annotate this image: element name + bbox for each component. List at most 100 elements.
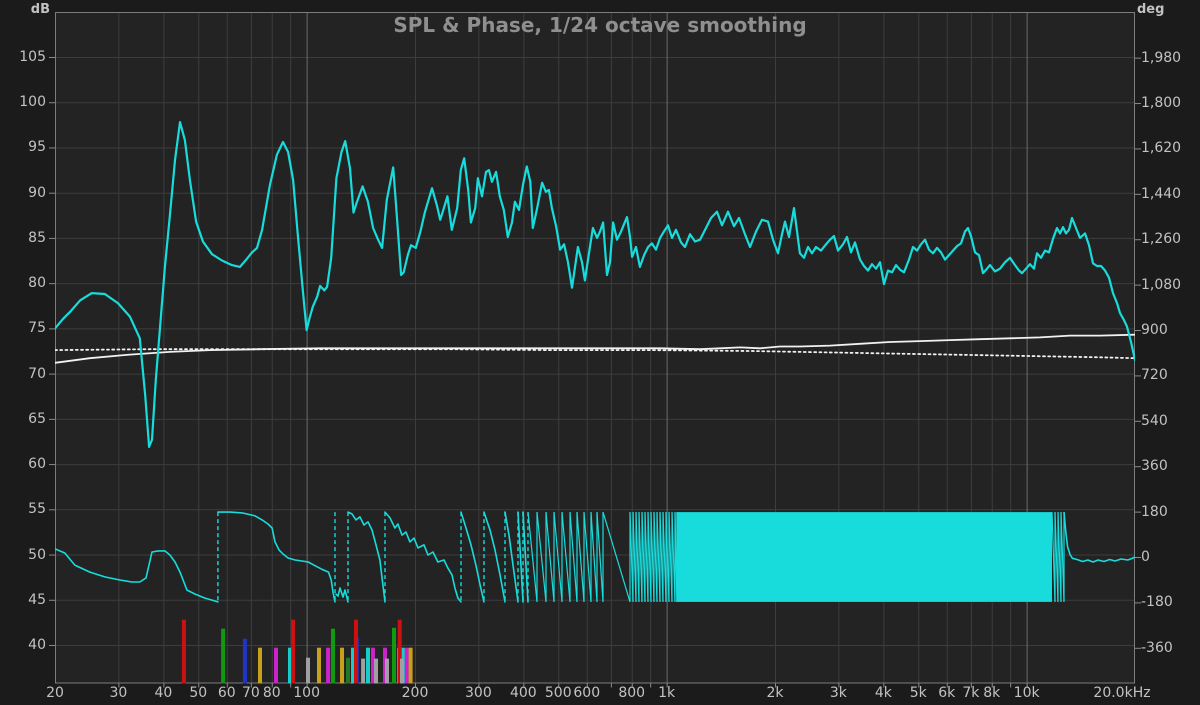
phase-wrap-segment	[561, 512, 571, 602]
phase-trace	[522, 511, 529, 603]
marker-bar	[346, 657, 350, 684]
marker-bar	[361, 658, 366, 684]
phase-wrap-segment	[590, 512, 598, 602]
marker-bar	[258, 647, 262, 684]
deg-axis-tick-label: 1,800	[1141, 95, 1182, 112]
marker-bar	[181, 619, 186, 684]
deg-axis-tick-label: 1,260	[1141, 231, 1182, 248]
phase-wrap-segment	[527, 512, 538, 602]
marker-bar	[340, 647, 344, 684]
db-axis-tick-label: 80	[28, 275, 46, 292]
freq-axis-tick-label: 50	[189, 685, 208, 701]
spl-trace	[55, 120, 1135, 448]
deg-axis-tick-label: 0	[1141, 549, 1150, 565]
freq-axis-tick-label: 200	[401, 685, 429, 701]
phase-wrap-segment	[602, 511, 631, 603]
freq-axis-tick-label: 5k	[909, 685, 927, 701]
phase-dense-wrap-block	[676, 512, 1052, 602]
deg-axis-tick-label: 1,080	[1141, 276, 1182, 293]
deg-axis-tick-label: 540	[1141, 412, 1168, 429]
deg-axis-tick-label: 360	[1141, 458, 1168, 475]
marker-bar	[274, 647, 278, 684]
db-axis-tick-label: 50	[28, 546, 46, 563]
db-axis-tick-label: 70	[28, 365, 46, 382]
marker-bar	[374, 658, 378, 684]
marker-bar	[326, 647, 331, 684]
freq-axis-tick-label: 80	[262, 685, 281, 701]
db-axis-tick-label: 40	[28, 637, 46, 653]
db-axis-tick-label: 65	[28, 410, 46, 427]
marker-bar	[291, 619, 296, 684]
phase-wrap-segment	[569, 512, 578, 602]
db-axis-tick-label: 55	[28, 501, 46, 518]
freq-axis-tick-label: 30	[109, 685, 128, 701]
db-axis-tick-label: 60	[28, 456, 46, 473]
marker-bar	[404, 647, 409, 684]
marker-bar	[221, 628, 226, 684]
db-axis-tick-label: 45	[28, 591, 46, 608]
marker-bar	[366, 647, 370, 684]
freq-axis-tick-label: 20	[46, 685, 64, 701]
phase-wrap-segment	[596, 512, 604, 602]
freq-axis-tick-label: 8k	[983, 685, 1001, 701]
marker-bar	[400, 658, 404, 684]
marker-bar	[385, 658, 389, 684]
left-axis-unit-label: dB	[30, 2, 50, 17]
marker-bar	[354, 619, 358, 684]
freq-axis-tick-label: 800	[618, 685, 646, 701]
traces-layer	[55, 120, 1135, 603]
freq-axis-tick-label: 4k	[874, 685, 892, 701]
deg-axis-tick-label: 1,440	[1141, 185, 1182, 202]
phase-trace	[55, 548, 219, 603]
db-axis-tick-label: 85	[28, 229, 46, 246]
freq-axis-tick-label: 6k	[938, 685, 956, 701]
freq-axis-tick-label: 7k	[962, 685, 980, 701]
phase-trace	[504, 511, 519, 603]
freq-axis-tick-label: 60	[217, 685, 236, 701]
phase-wrap-segment	[536, 512, 547, 602]
db-axis-tick-label: 105	[19, 49, 46, 65]
deg-axis-tick-label: 720	[1141, 367, 1168, 384]
freq-axis-tick-label: 2k	[766, 685, 784, 701]
marker-bar	[317, 647, 321, 684]
db-axis-tick-label: 90	[28, 184, 46, 201]
freq-axis-tick-label: 40	[154, 685, 173, 701]
freq-axis-tick-label: 500	[544, 685, 572, 701]
phase-trace	[335, 587, 349, 603]
phase-wrap-segment	[553, 512, 563, 602]
db-axis-tick-label: 95	[28, 139, 46, 156]
marker-bar	[306, 657, 310, 684]
deg-axis-tick-label: -180	[1141, 594, 1173, 611]
marker-bar	[397, 619, 402, 684]
phase-trace-tail	[1063, 512, 1135, 563]
right-axis-unit-label: deg	[1137, 2, 1165, 17]
phase-trace	[384, 511, 462, 603]
deg-axis-tick-label: 1,980	[1141, 49, 1182, 66]
marker-bar	[242, 638, 247, 684]
marker-bar	[408, 647, 413, 684]
phase-wrap-segment	[545, 512, 555, 602]
freq-axis-tick-label: 10k	[1013, 685, 1040, 701]
phase-wrap-segment	[583, 512, 592, 602]
marker-bar	[331, 628, 335, 684]
white-solid-trace	[55, 333, 1135, 364]
freq-axis-tick-label: 100	[293, 685, 320, 701]
marker-bar	[351, 647, 355, 684]
plot-border	[55, 12, 1135, 684]
freq-axis-tick-label: 300	[465, 685, 492, 701]
freq-axis-tick-label: 400	[509, 685, 537, 701]
db-axis-tick-label: 75	[28, 320, 46, 337]
freq-axis-tick-label: 20.0kHz	[1093, 685, 1151, 701]
freq-axis-tick-label: 1k	[658, 685, 676, 701]
phase-trace	[460, 511, 485, 603]
marker-bar	[371, 647, 375, 684]
deg-axis-tick-label: 1,620	[1141, 140, 1182, 157]
phase-trace	[517, 511, 524, 603]
deg-axis-tick-label: -360	[1141, 639, 1173, 656]
marker-bar	[288, 647, 292, 684]
phase-wrap-segment	[576, 512, 585, 602]
phase-trace	[347, 511, 386, 603]
freq-axis-tick-label: 600	[573, 685, 601, 701]
